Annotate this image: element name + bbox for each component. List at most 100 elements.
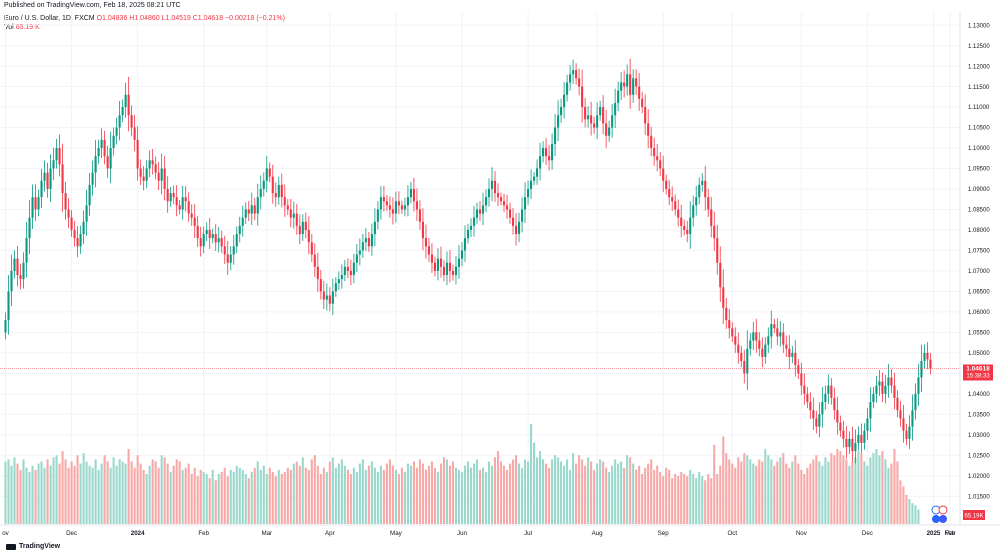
candle-body xyxy=(644,107,647,124)
price-tick-label: 1.11000 xyxy=(968,105,990,111)
flag-icons[interactable] xyxy=(931,505,948,523)
volume-bar xyxy=(728,459,731,524)
volume-bar xyxy=(34,469,37,524)
candle-body xyxy=(872,393,875,403)
volume-bar xyxy=(31,465,34,524)
candle-body xyxy=(526,188,530,198)
candle-body xyxy=(226,254,229,263)
volume-bar xyxy=(701,476,704,524)
candle-body xyxy=(704,180,707,198)
flag-icon[interactable] xyxy=(938,505,948,515)
candle-body xyxy=(635,78,638,87)
candle-body xyxy=(430,254,434,263)
volume-label: Vol xyxy=(4,24,14,31)
volume-bar xyxy=(725,453,728,524)
volume-bar xyxy=(677,476,680,524)
volume-bar xyxy=(767,455,770,524)
candle-body xyxy=(37,197,40,210)
candle-body xyxy=(88,184,91,206)
time-tick-label: Jul xyxy=(524,530,532,537)
candle-body xyxy=(860,434,863,443)
volume-bar xyxy=(196,476,199,524)
volume-bar xyxy=(391,465,394,524)
volume-bar xyxy=(283,471,286,524)
volume-bar xyxy=(148,465,151,524)
volume-bar xyxy=(581,459,584,524)
candle-body xyxy=(397,201,400,206)
candle-body xyxy=(665,180,668,189)
volume-bar xyxy=(608,471,611,524)
candle-body xyxy=(905,430,908,439)
candle-body xyxy=(896,397,899,411)
price-tick-label: 1.09500 xyxy=(968,167,990,173)
time-tick-label: Jun xyxy=(457,530,468,537)
candle-body xyxy=(109,148,112,169)
candle-body xyxy=(136,139,139,169)
volume-bars xyxy=(4,424,920,524)
candle-body xyxy=(292,213,295,218)
volume-bar xyxy=(827,461,830,524)
volume-bar xyxy=(265,474,268,524)
flag-icon[interactable] xyxy=(932,515,940,523)
candle-body xyxy=(205,229,208,235)
volume-bar xyxy=(514,455,518,524)
volume-bar xyxy=(412,461,415,524)
volume-bar xyxy=(548,467,551,524)
candle-body xyxy=(118,115,121,128)
candle-body xyxy=(839,422,842,431)
volume-bar xyxy=(890,463,893,524)
candle-body xyxy=(472,217,476,226)
volume-bar xyxy=(325,471,328,524)
candle-body xyxy=(542,148,545,157)
volume-bar xyxy=(539,451,542,524)
volume-bar xyxy=(671,478,674,524)
candle-body xyxy=(325,295,328,300)
candle-body xyxy=(590,115,593,124)
volume-bar xyxy=(560,461,563,524)
candle-body xyxy=(764,344,767,357)
candle-body xyxy=(82,221,85,235)
candle-body xyxy=(815,418,818,427)
candle-body xyxy=(929,359,932,369)
volume-bar xyxy=(304,467,307,524)
volume-bar xyxy=(496,451,500,524)
candle-body xyxy=(415,201,418,210)
volume-bar xyxy=(10,465,13,524)
candle-body xyxy=(689,217,692,235)
candle-body xyxy=(863,430,866,443)
volume-bar xyxy=(511,459,515,524)
candle-body xyxy=(34,197,37,210)
volume-bar xyxy=(719,465,722,524)
candle-body xyxy=(103,139,106,157)
candle-body xyxy=(313,254,316,267)
volume-bar xyxy=(686,476,689,524)
candle-body xyxy=(623,82,626,87)
candle-body xyxy=(854,442,857,452)
volume-bar xyxy=(463,465,467,524)
volume-bar xyxy=(208,478,211,524)
volume-bar xyxy=(764,449,767,524)
volume-bar xyxy=(319,474,322,524)
candle-body xyxy=(259,188,262,198)
time-axis[interactable]: ov Dec 2024 Feb Mar Apr May Jun Jul Aug Sep Oct Nov D… xyxy=(2,530,956,537)
flag-icon[interactable] xyxy=(939,515,947,523)
candle-body xyxy=(217,238,220,243)
candle-body xyxy=(19,275,22,280)
volume-bar xyxy=(911,503,914,524)
volume-bar xyxy=(451,461,455,524)
volume-bar xyxy=(22,459,25,524)
candle-body xyxy=(554,127,557,144)
volume-bar xyxy=(566,459,569,524)
price-axis[interactable]: 1.13000 1.12500 1.12000 1.11500 1.11000 1.105… xyxy=(968,23,990,500)
volume-bar xyxy=(914,505,917,524)
volume-bar xyxy=(193,467,196,524)
volume-bar xyxy=(593,469,596,524)
candle-body xyxy=(812,410,815,419)
price-tick-label: 1.02500 xyxy=(968,453,990,459)
volume-bar xyxy=(881,451,884,524)
volume-bar xyxy=(58,463,61,524)
volume-bar xyxy=(406,463,409,524)
candle-body xyxy=(154,164,157,173)
candle-body xyxy=(749,340,752,349)
